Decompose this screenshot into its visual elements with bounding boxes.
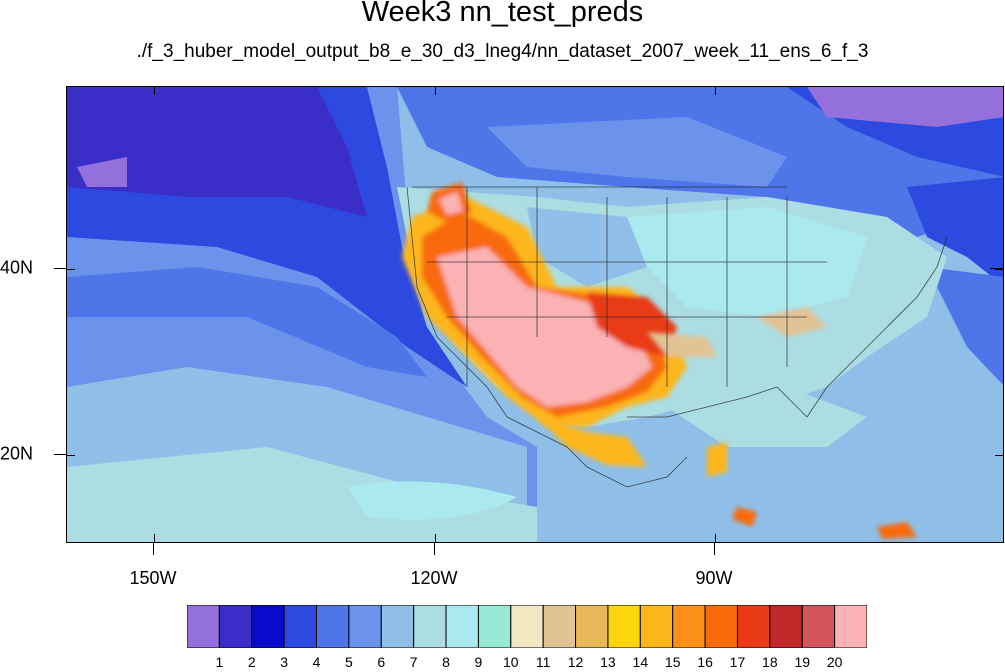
lat-label-40n: 40N bbox=[0, 257, 34, 278]
colorbar-tick-label: 4 bbox=[312, 654, 321, 670]
colorbar-swatch bbox=[251, 605, 285, 648]
forecast-field-map bbox=[67, 87, 1003, 542]
colorbar-tick-label: 8 bbox=[442, 654, 450, 670]
colorbar-tick-label: 6 bbox=[377, 654, 386, 670]
map-subtitle: ./f_3_huber_model_output_b8_e_30_d3_lneg… bbox=[136, 41, 869, 62]
colorbar-tick-label: 1 bbox=[215, 654, 224, 670]
colorbar-tick-label: 15 bbox=[664, 654, 681, 670]
colorbar-swatch bbox=[510, 605, 544, 648]
colorbar-swatch bbox=[672, 605, 706, 648]
colorbar-swatch bbox=[542, 605, 577, 648]
colorbar-tick-label: 16 bbox=[697, 654, 713, 670]
colorbar-swatch bbox=[736, 605, 771, 648]
map-title: Week3 nn_test_preds bbox=[361, 0, 644, 28]
colorbar-tick-label: 10 bbox=[503, 654, 519, 670]
lon-label-90w: 90W bbox=[695, 568, 733, 588]
colorbar-tick-label: 7 bbox=[409, 654, 418, 670]
colorbar-tick-label: 17 bbox=[729, 654, 746, 670]
colorbar-swatch bbox=[445, 605, 479, 648]
colorbar-swatch bbox=[704, 605, 738, 648]
colorbar-swatch bbox=[801, 605, 836, 648]
colorbar-swatch bbox=[575, 605, 609, 648]
colorbar-tick-label: 13 bbox=[600, 654, 616, 670]
colorbar-swatch bbox=[769, 605, 803, 648]
colorbar-tick-label: 11 bbox=[535, 654, 551, 670]
colorbar-swatch bbox=[607, 605, 641, 648]
colorbar-tick-label: 3 bbox=[280, 654, 289, 670]
lat-label-20n: 20N bbox=[0, 443, 34, 464]
map-plot-area bbox=[66, 86, 1004, 543]
colorbar-swatch bbox=[413, 605, 447, 648]
colorbar-swatch bbox=[348, 605, 382, 648]
colorbar-swatch bbox=[834, 605, 867, 648]
colorbar-tick-label: 9 bbox=[474, 654, 483, 670]
colorbar-swatch bbox=[218, 605, 253, 648]
colorbar-swatch bbox=[283, 605, 318, 648]
colorbar-tick-label: 14 bbox=[632, 654, 649, 670]
colorbar-tick-label: 2 bbox=[247, 654, 256, 670]
colorbar-tick-label: 18 bbox=[762, 654, 778, 670]
colorbar-swatch bbox=[380, 605, 415, 648]
colorbar-tick-label: 20 bbox=[826, 654, 843, 670]
colorbar-swatch bbox=[316, 605, 350, 648]
colorbar bbox=[187, 605, 867, 648]
colorbar-swatch bbox=[187, 605, 220, 648]
colorbar-tick-label: 19 bbox=[794, 654, 811, 670]
lon-label-150w: 150W bbox=[129, 568, 177, 588]
lon-label-120w: 120W bbox=[410, 568, 458, 588]
colorbar-swatch bbox=[639, 605, 674, 648]
colorbar-swatch bbox=[477, 605, 512, 648]
colorbar-tick-label: 5 bbox=[344, 654, 353, 670]
colorbar-tick-label: 12 bbox=[567, 654, 584, 670]
